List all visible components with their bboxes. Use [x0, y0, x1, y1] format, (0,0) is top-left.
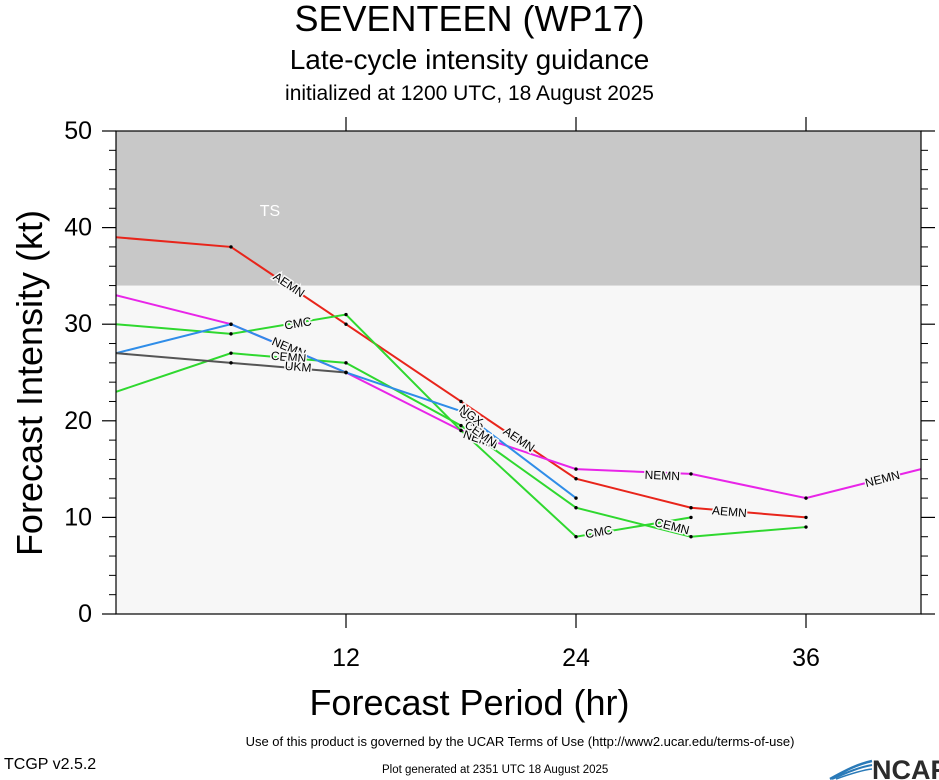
- data-point-ukm: [229, 361, 233, 365]
- band-ts: [116, 131, 921, 286]
- data-point-ngx: [229, 322, 233, 326]
- ncar-logo: NCAR: [829, 755, 939, 780]
- terms-of-use-notice: Use of this product is governed by the U…: [245, 734, 795, 749]
- data-point-nemn: [804, 496, 808, 500]
- chart-initialized-time: initialized at 1200 UTC, 18 August 2025: [285, 82, 654, 105]
- data-point-aemn: [459, 399, 463, 404]
- x-axis-label: Forecast Period (hr): [309, 682, 630, 723]
- series-label-cmc: CMC: [283, 314, 313, 332]
- series-label-nemn: NEMN: [644, 468, 680, 483]
- data-point-aemn: [689, 506, 693, 510]
- data-point-cemn: [804, 525, 808, 529]
- chart-subtitle: Late-cycle intensity guidance: [289, 44, 650, 75]
- data-point-aemn: [229, 245, 233, 249]
- data-point-cemn: [689, 535, 693, 539]
- data-point-cemn: [344, 361, 348, 365]
- plot-generated-time: Plot generated at 2351 UTC 18 August 202…: [382, 764, 609, 776]
- plot-frame: [115, 130, 922, 615]
- data-point-nemn: [689, 472, 693, 476]
- ncar-logo-text: NCAR: [872, 755, 939, 780]
- data-point-nemn: [574, 467, 578, 471]
- x-tick-label: 36: [792, 644, 820, 672]
- data-point-cmc: [459, 428, 463, 433]
- series-line-cmc: [115, 313, 692, 538]
- series-label-ukm: UKM: [284, 359, 312, 375]
- y-tick-label: 30: [64, 310, 92, 338]
- data-point-ukm: [344, 370, 348, 375]
- y-tick-label: 0: [78, 600, 92, 628]
- x-tick-label: 24: [562, 644, 590, 672]
- data-point-cemn: [459, 423, 463, 428]
- y-tick-label: 40: [64, 214, 92, 242]
- data-point-cmc: [344, 312, 348, 317]
- data-point-aemn: [804, 515, 808, 520]
- data-point-ngx: [459, 409, 463, 413]
- version-label: TCGP v2.5.2: [4, 756, 97, 773]
- y-tick-label: 20: [64, 407, 92, 435]
- series-label-aemn: AEMN: [712, 503, 748, 520]
- x-tick-label: 12: [332, 644, 360, 672]
- data-point-aemn: [344, 322, 348, 326]
- data-point-cmc: [574, 535, 578, 539]
- data-point-cemn: [574, 506, 578, 510]
- ncar-logo-swoosh-icon: [829, 759, 873, 780]
- series-label-cemn: CEMN: [270, 349, 306, 366]
- data-point-ngx: [574, 496, 578, 500]
- band-label-ts: TS: [260, 203, 280, 220]
- data-point-cemn: [229, 351, 233, 355]
- chart-title: SEVENTEEN (WP17): [294, 0, 645, 39]
- y-tick-label: 10: [64, 503, 92, 531]
- y-axis-label: Forecast Intensity (kt): [9, 209, 50, 557]
- data-point-cmc: [689, 515, 693, 520]
- y-tick-label: 50: [64, 117, 92, 145]
- data-point-cmc: [229, 332, 233, 336]
- data-point-aemn: [574, 477, 578, 481]
- series-label-cmc: CMC: [584, 523, 614, 541]
